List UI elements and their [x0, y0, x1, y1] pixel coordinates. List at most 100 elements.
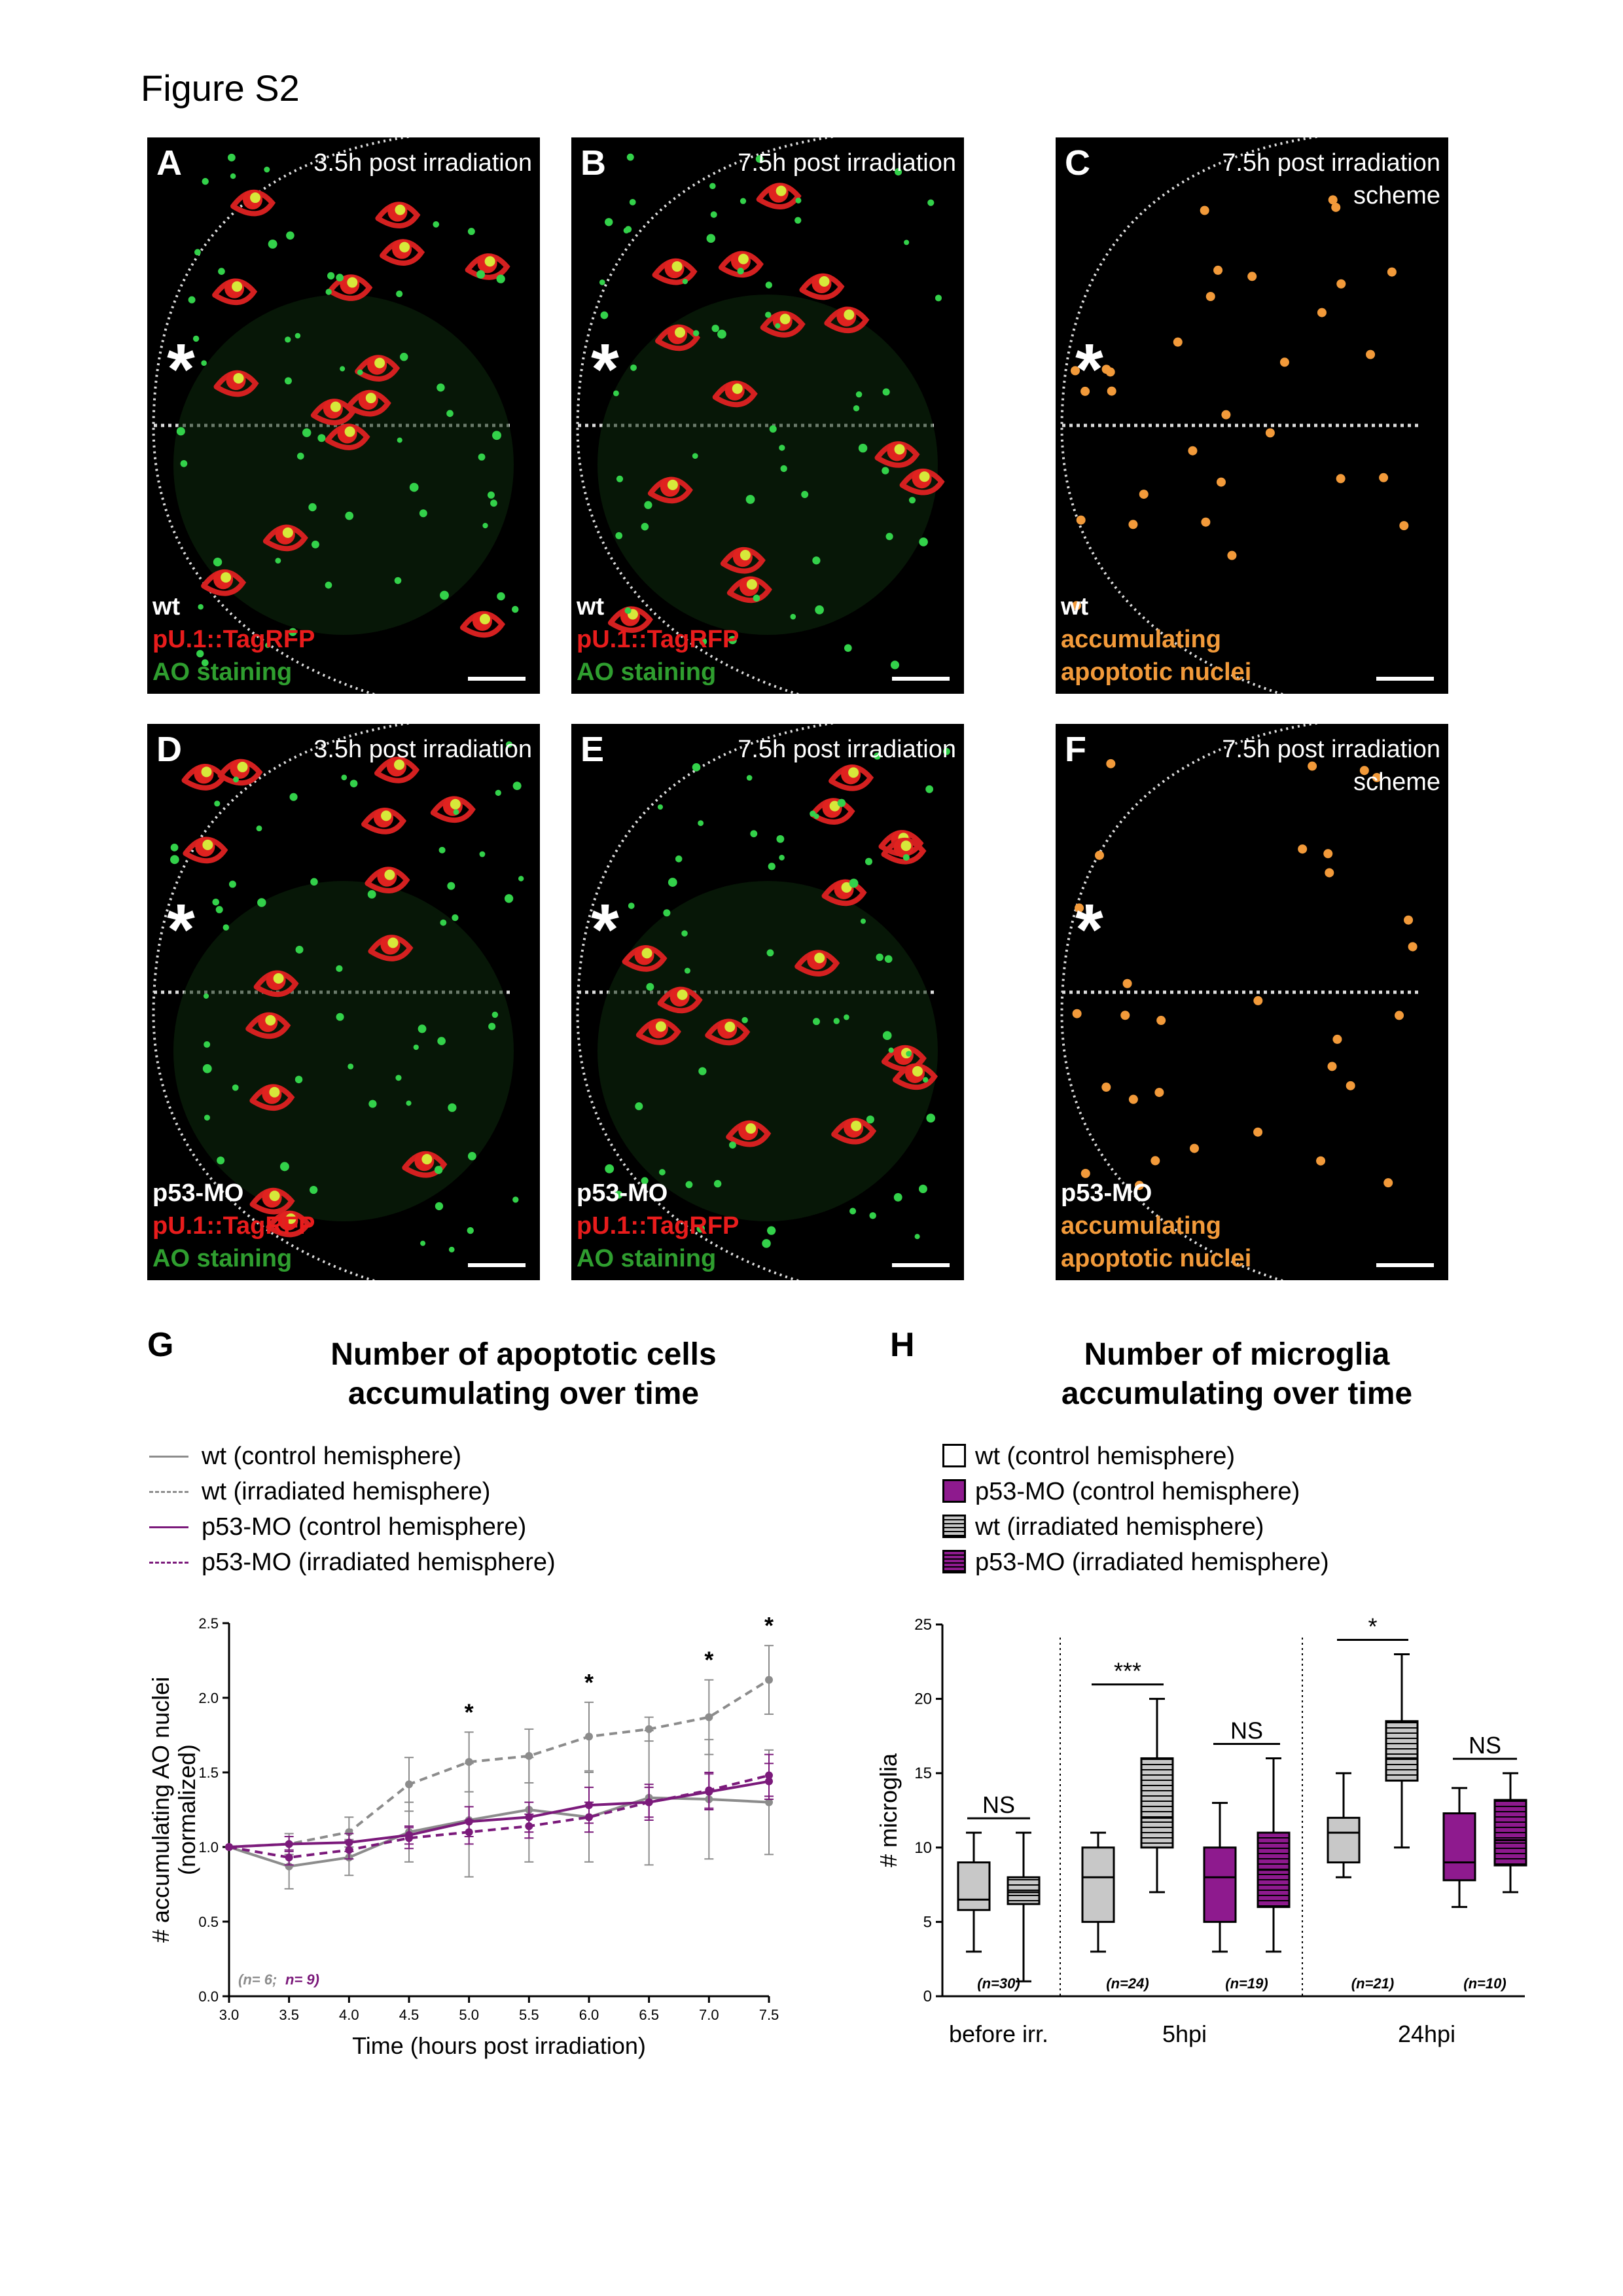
tissue-glow [597, 295, 938, 635]
apoptotic-nucleus-dot [1188, 446, 1198, 456]
apoptotic-nucleus-dot [1298, 844, 1308, 854]
series-line [228, 1774, 770, 1859]
microglia-cell [325, 423, 370, 450]
ao-dot [765, 281, 772, 289]
microglia-cell [726, 576, 772, 603]
ao-dot [692, 330, 700, 336]
microglia-cell [346, 389, 391, 417]
microglia-cell [181, 764, 227, 791]
significance-label: NS [982, 1791, 1015, 1818]
ao-dot [746, 775, 753, 781]
ao-dot [741, 1016, 748, 1024]
microglia-cell [465, 253, 510, 280]
y-tick-label: 1.5 [198, 1765, 219, 1781]
significance-marker: * [465, 1698, 474, 1725]
ao-dot [849, 1208, 857, 1215]
data-point [285, 1840, 293, 1848]
y-tick-label: 0 [923, 1988, 932, 2005]
ao-dot [284, 377, 292, 385]
microglia-cell [635, 1018, 681, 1045]
apoptotic-nucleus-dot [1120, 1011, 1130, 1020]
ao-dot [635, 1102, 643, 1111]
ao-dot [497, 592, 505, 601]
ao-dot [766, 949, 774, 957]
panel-timepoint: 7.5h post irradiation [738, 736, 956, 763]
ao-dot [919, 537, 928, 547]
ao-dot [779, 855, 785, 861]
microglia-cell [831, 1117, 877, 1145]
ao-dot [894, 168, 902, 176]
microglia-cell [402, 1151, 448, 1178]
ao-dot [440, 919, 447, 926]
panel-timepoint: 7.5h post irradiation [738, 149, 956, 177]
panel-timepoint: 3.5h post irradiation [313, 736, 532, 763]
ao-dot [709, 183, 716, 190]
microglia-cell [712, 380, 758, 408]
legend-line-swatch [149, 1491, 188, 1493]
y-tick-label: 0.5 [198, 1914, 219, 1930]
microglia-cell [212, 278, 258, 306]
series-wt-control-hemisphere- [225, 1730, 774, 1890]
ao-dot [202, 1064, 212, 1073]
ao-dot [325, 581, 332, 589]
apoptotic-nucleus-dot [1150, 1156, 1160, 1166]
apoptotic-nucleus-dot [1387, 267, 1397, 277]
box-24hpi [1327, 1772, 1361, 1878]
ao-dot [217, 1156, 225, 1164]
n-count-label: (n=10) [1463, 1975, 1506, 1992]
apoptotic-nucleus-dot [1279, 357, 1289, 367]
ao-dot [512, 781, 522, 791]
scale-bar [468, 1263, 526, 1267]
apoptotic-nucleus-dot [1071, 601, 1081, 611]
panel-legend: p53-MO pU.1::TagRFP AO staining [577, 1177, 739, 1275]
data-point [465, 1828, 473, 1837]
panel-timepoint: 3.5h post irradiation [313, 149, 532, 177]
microglia-cell [266, 1210, 312, 1238]
ao-dot [437, 383, 445, 392]
microglia-cell [655, 324, 701, 351]
ao-dot [440, 590, 449, 600]
ao-dot [765, 312, 772, 318]
x-tick-label: 3.5 [279, 2007, 299, 2023]
scale-bar [892, 677, 950, 681]
box-before-irr- [957, 1831, 991, 1953]
ao-dot [302, 428, 312, 437]
data-point [645, 1798, 653, 1806]
panel-legend-line: wt [577, 593, 605, 620]
significance-marker: * [704, 1647, 713, 1674]
ao-dot [265, 642, 271, 649]
ao-dot [419, 509, 427, 518]
panel-background [576, 137, 945, 694]
apoptotic-nucleus-dot [1101, 365, 1111, 374]
panel-letter: B [580, 143, 606, 183]
ao-dot [496, 274, 505, 283]
ao-dot [815, 605, 824, 615]
ao-dot [600, 311, 609, 319]
microglia-cell [368, 935, 414, 961]
apoptotic-nucleus-dot [1366, 350, 1376, 359]
ao-dot [837, 798, 846, 807]
ao-dot [780, 465, 787, 473]
scale-bar [468, 677, 526, 681]
ao-dot [810, 810, 816, 817]
microglia-cell [821, 879, 867, 906]
hemisphere-outline [1060, 724, 1321, 1280]
ao-dot [223, 924, 230, 931]
legend-line-swatch [149, 1562, 188, 1564]
panel-letter: C [1065, 143, 1090, 183]
panel-letter: A [156, 143, 182, 183]
legend-entry: p53-MO (irradiated hemisphere) [942, 1545, 1466, 1580]
ao-dot [413, 1044, 419, 1050]
ao-dot [311, 540, 319, 548]
series-p53-mo-control-hemisphere- [225, 1763, 774, 1852]
panel-legend: wt pU.1::TagRFP AO staining [152, 590, 315, 689]
ao-dot [775, 323, 781, 329]
apoptotic-nucleus-dot [1213, 265, 1223, 275]
ao-dot [467, 1152, 476, 1160]
panel-h-title-line1: Number of microglia [1084, 1337, 1390, 1372]
ao-dot [740, 198, 747, 204]
apoptotic-nucleus-dot [1128, 1094, 1138, 1104]
ao-dot [624, 607, 632, 614]
data-point [765, 1771, 773, 1780]
ao-dot [212, 899, 220, 906]
